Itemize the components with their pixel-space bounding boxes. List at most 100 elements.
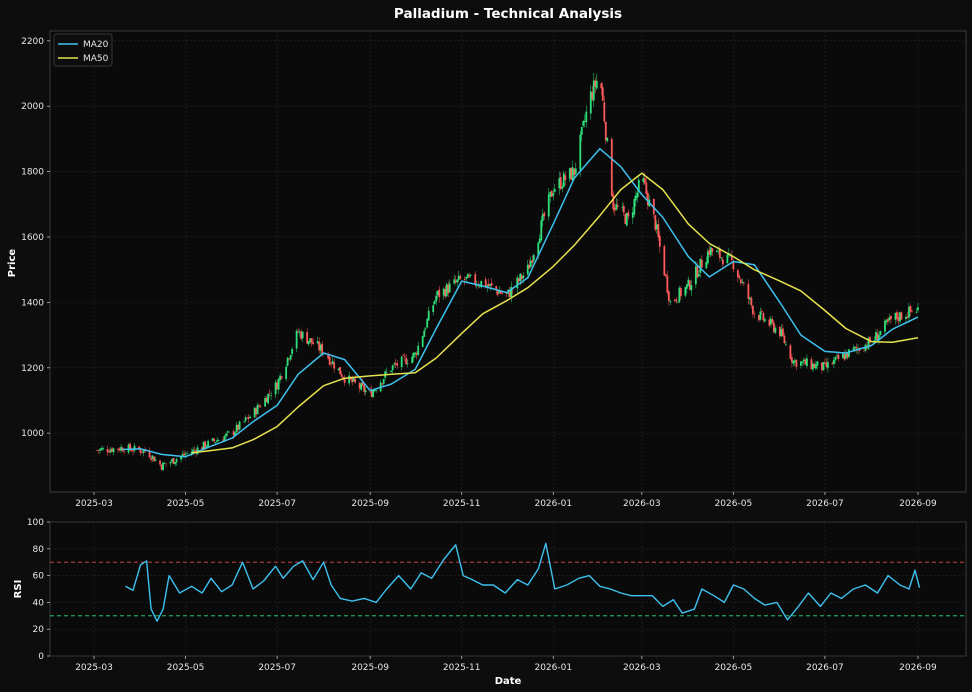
candle-up — [186, 453, 188, 454]
price-xtick-label: 2026-01 — [534, 499, 572, 509]
candle-up — [184, 454, 187, 456]
candle-up — [842, 353, 844, 359]
candle-up — [480, 280, 483, 288]
candle-down — [573, 168, 576, 176]
candle-down — [730, 255, 733, 261]
candle-up — [631, 212, 634, 218]
candle-down — [106, 449, 109, 453]
candle-up — [249, 416, 252, 419]
rsi-xtick-label: 2025-05 — [167, 663, 205, 673]
candle-up — [908, 306, 910, 318]
candle-up — [558, 178, 561, 189]
candle-down — [688, 280, 691, 290]
candle-up — [759, 311, 762, 320]
candle-up — [726, 254, 729, 264]
candle-up — [112, 448, 115, 453]
candle-up — [552, 193, 555, 196]
candle-up — [806, 358, 808, 366]
candle-up — [905, 316, 907, 320]
candle-down — [340, 374, 343, 377]
rsi-xtick-label: 2025-07 — [258, 663, 296, 673]
candle-up — [815, 364, 817, 369]
price-ytick-label: 1800 — [21, 168, 44, 178]
candle-up — [243, 421, 246, 422]
candle-up — [393, 363, 396, 365]
candle-down — [610, 139, 613, 197]
rsi-ytick-label: 100 — [27, 518, 44, 528]
chart-title: Palladium - Technical Analysis — [394, 6, 622, 22]
candle-down — [760, 311, 763, 312]
candle-up — [709, 247, 712, 256]
candle-down — [673, 299, 676, 301]
ma-line-ma20 — [122, 147, 919, 458]
candle-down — [869, 337, 871, 343]
candle-down — [96, 450, 98, 451]
candle-up — [475, 284, 478, 287]
candle-up — [636, 192, 639, 198]
candle-down — [721, 259, 724, 265]
candle-down — [612, 194, 615, 210]
candle-up — [595, 80, 598, 89]
candle-down — [363, 385, 366, 392]
candle-up — [899, 312, 901, 322]
candle-down — [795, 359, 798, 367]
candle-up — [888, 317, 891, 321]
candle-down — [591, 92, 594, 100]
candle-up — [579, 134, 582, 171]
candle-up — [478, 285, 481, 287]
candle-up — [424, 328, 427, 330]
candle-down — [824, 362, 826, 363]
candle-up — [549, 191, 552, 197]
candle-up — [537, 242, 540, 257]
candle-down — [772, 322, 775, 332]
rsi-axis-label: RSI — [13, 580, 24, 599]
candle-down — [328, 357, 331, 365]
candle-down — [643, 178, 646, 184]
candle-up — [498, 291, 501, 294]
candle-down — [490, 283, 493, 286]
candle-up — [364, 390, 367, 393]
candle-up — [226, 431, 229, 433]
candle-up — [625, 213, 628, 226]
candle-up — [348, 375, 351, 384]
rsi-xtick-label: 2026-05 — [715, 663, 753, 673]
candle-down — [757, 315, 760, 321]
candle-down — [396, 363, 399, 366]
candle-up — [489, 283, 492, 286]
price-xtick-label: 2025-07 — [258, 499, 296, 509]
candle-down — [594, 80, 597, 87]
price-xtick-label: 2025-09 — [351, 499, 389, 509]
rsi-ytick-label: 20 — [33, 625, 45, 635]
candle-up — [285, 366, 288, 380]
candle-down — [474, 274, 477, 285]
candle-down — [855, 347, 858, 349]
candle-up — [289, 355, 292, 360]
candle-up — [391, 365, 394, 371]
price-ytick-label: 1000 — [21, 429, 44, 439]
candle-up — [800, 361, 802, 366]
candle-down — [658, 235, 661, 247]
candle-up — [426, 319, 429, 328]
candle-up — [553, 189, 556, 192]
candle-down — [454, 280, 457, 283]
candle-down — [487, 283, 490, 287]
candle-up — [309, 338, 312, 342]
price-xtick-label: 2026-09 — [899, 499, 937, 509]
candle-up — [238, 421, 241, 430]
candle-up — [264, 397, 267, 407]
candle-up — [687, 279, 690, 286]
candle-up — [432, 305, 435, 313]
candle-up — [529, 260, 532, 268]
candle-up — [875, 332, 877, 341]
candle-down — [361, 382, 364, 386]
candle-up — [561, 186, 564, 189]
candle-up — [606, 137, 609, 142]
candle-down — [153, 456, 155, 462]
candle-down — [664, 274, 667, 277]
candle-down — [141, 451, 143, 453]
candle-down — [810, 359, 813, 370]
candle-down — [739, 279, 742, 283]
candle-up — [180, 456, 182, 460]
candle-up — [633, 199, 636, 215]
